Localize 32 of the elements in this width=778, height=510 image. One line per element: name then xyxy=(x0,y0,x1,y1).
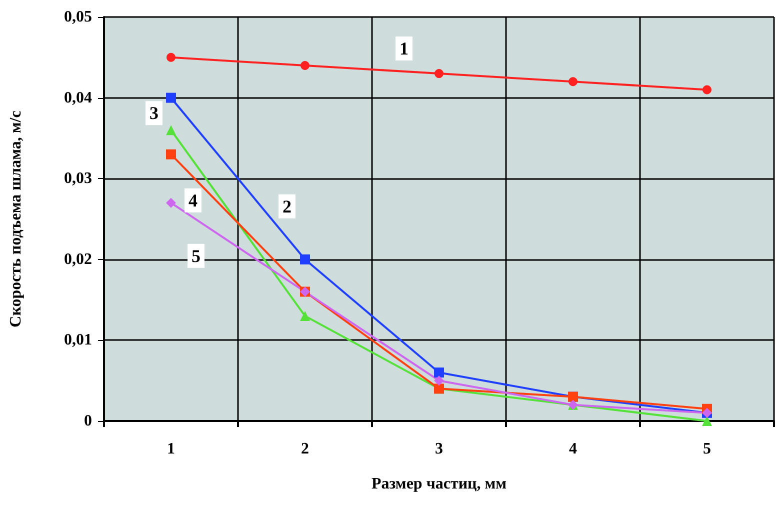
x-tick-label: 3 xyxy=(435,440,443,458)
y-tick-label: 0,02 xyxy=(64,250,92,268)
point xyxy=(300,310,310,321)
series-label: 5 xyxy=(192,246,200,266)
y-axis-title: Скорость подъема шлама, м/с xyxy=(8,110,24,328)
y-tick-label: 0,04 xyxy=(64,89,92,106)
point xyxy=(434,368,444,378)
y-tick-label: 0,01 xyxy=(64,332,92,349)
point xyxy=(434,376,444,386)
y-tick-label: 0 xyxy=(84,412,92,430)
series-label: 2 xyxy=(282,196,292,216)
point xyxy=(702,416,712,426)
y-tick-label: 0,05 xyxy=(64,8,92,26)
x-tick-label: 4 xyxy=(569,440,577,458)
series-label: 4 xyxy=(188,190,198,210)
point xyxy=(166,52,176,62)
x-tick-label: 5 xyxy=(703,440,711,458)
point xyxy=(434,69,444,78)
point xyxy=(702,85,712,94)
point xyxy=(166,125,176,136)
series-label: 1 xyxy=(400,38,408,59)
point xyxy=(300,60,310,70)
point xyxy=(166,92,176,103)
point xyxy=(568,77,578,86)
point xyxy=(166,198,176,208)
y-tick-label: 0,03 xyxy=(64,170,92,188)
series-label: 3 xyxy=(150,103,158,124)
x-tick-label: 1 xyxy=(167,440,175,458)
x-axis-title: Размер частиц, мм xyxy=(371,476,507,492)
point xyxy=(300,254,310,264)
point xyxy=(166,149,176,160)
x-tick-label: 2 xyxy=(301,440,309,458)
